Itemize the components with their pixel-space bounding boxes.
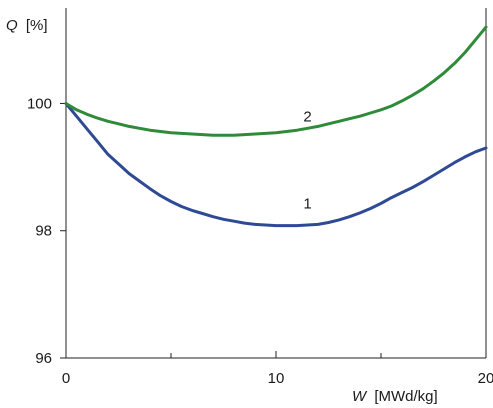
x-axis-label: W [MWd/kg] <box>352 388 438 405</box>
y-tick-label-100: 100 <box>27 95 52 112</box>
y-tick-label-96: 96 <box>35 350 52 367</box>
y-axis-label: Q [%] <box>6 17 48 34</box>
x-axis-symbol: W <box>352 388 368 405</box>
y-axis-unit: [%] <box>26 17 48 34</box>
series-label-2: 2 <box>303 108 311 125</box>
x-tick-label-0: 0 <box>62 370 70 387</box>
x-tick-label-10: 10 <box>268 370 285 387</box>
series-label-1: 1 <box>303 195 311 212</box>
x-tick-label-20: 20 <box>478 370 493 387</box>
y-tick-label-98: 98 <box>35 223 52 240</box>
series-lines <box>64 25 488 228</box>
series-line-2 <box>64 25 488 137</box>
ticks: 96 98 100 0 10 20 <box>27 95 493 387</box>
series-line-1 <box>64 102 488 228</box>
labels: 12 <box>303 108 311 212</box>
y-axis-symbol: Q <box>6 17 18 34</box>
x-axis-unit: [MWd/kg] <box>374 388 437 405</box>
